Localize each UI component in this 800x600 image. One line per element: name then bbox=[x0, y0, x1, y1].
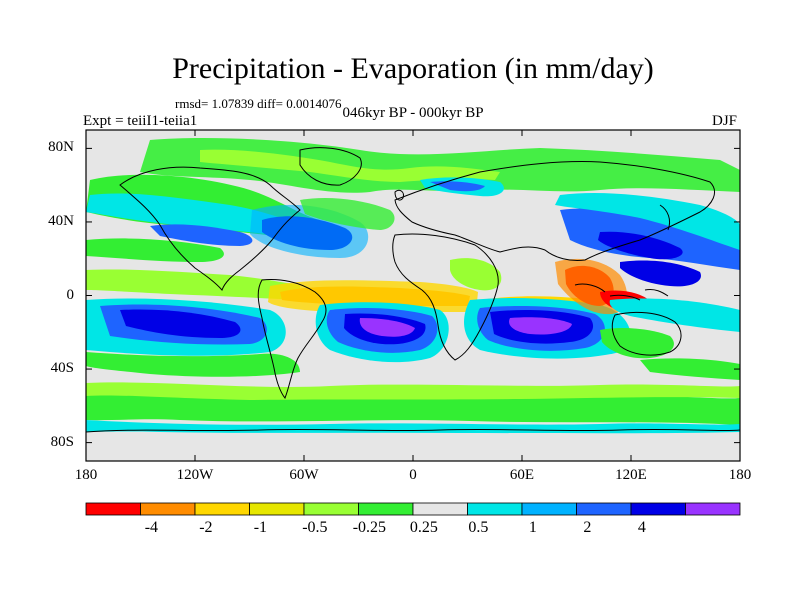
arctic-light-green bbox=[200, 149, 500, 182]
lon-tick-label: 0 bbox=[409, 467, 417, 483]
colorbar-label: 1 bbox=[528, 519, 537, 536]
stats-label: rmsd= 1.07839 diff= 0.0014076 bbox=[175, 96, 342, 111]
lon-tick-label: 120W bbox=[176, 467, 214, 483]
southern-ocean-band bbox=[86, 393, 740, 425]
lat-tick-label: 40S bbox=[50, 360, 74, 377]
colorbar-swatch bbox=[630, 502, 686, 516]
south-pacific-green bbox=[86, 352, 300, 377]
colorbar-swatch bbox=[194, 502, 250, 516]
season-label: DJF bbox=[712, 113, 738, 129]
colorbar-label: -4 bbox=[144, 519, 159, 536]
lon-tick-label: 180 bbox=[74, 467, 98, 483]
lat-tick-label: 0 bbox=[66, 286, 75, 303]
colorbar-swatch bbox=[467, 502, 523, 516]
australia-green bbox=[600, 328, 674, 359]
australia-coast bbox=[611, 311, 682, 356]
colorbar-label: 2 bbox=[583, 519, 592, 536]
west-pacific-cyan bbox=[609, 298, 740, 332]
colorbar-label: 0.5 bbox=[468, 519, 489, 536]
colorbar-label: 4 bbox=[637, 519, 646, 536]
axis-ticks bbox=[85, 130, 741, 461]
colorbar bbox=[85, 502, 741, 516]
asia-pacific-cyan bbox=[555, 193, 740, 250]
colorbar-swatch bbox=[412, 502, 468, 516]
colorbar-swatch bbox=[685, 502, 741, 516]
colorbar-swatch bbox=[358, 502, 414, 516]
lon-tick-label: 60E bbox=[509, 467, 535, 483]
tropical-atlantic-yellow bbox=[268, 280, 478, 312]
colorbar-label: -0.25 bbox=[352, 519, 387, 536]
north-pacific-blue bbox=[150, 224, 253, 246]
eurasia-coast bbox=[394, 161, 715, 261]
africa-coast bbox=[392, 233, 499, 361]
japan-coast bbox=[659, 204, 671, 231]
colorbar-label: -1 bbox=[253, 519, 268, 536]
lat-tick-label: 40N bbox=[48, 212, 74, 229]
uk-coast bbox=[394, 189, 404, 201]
greenland-coast bbox=[299, 147, 362, 186]
south-atlantic-violet bbox=[359, 318, 415, 337]
north-pacific-cyan bbox=[86, 193, 300, 236]
anomaly-field bbox=[86, 138, 740, 434]
colorbar-label: 0.25 bbox=[409, 519, 438, 536]
antarctica-coast bbox=[86, 428, 740, 433]
lon-tick-label: 120E bbox=[615, 467, 647, 483]
colorbar-swatch bbox=[303, 502, 359, 516]
north-atlantic-green bbox=[300, 198, 395, 230]
colorbar-swatch bbox=[249, 502, 305, 516]
west-pacific-blue bbox=[620, 260, 701, 287]
lat-tick-label: 80S bbox=[50, 433, 74, 450]
map-title: Precipitation - Evaporation (in mm/day) bbox=[172, 52, 654, 85]
indian-ocean-violet bbox=[509, 317, 572, 335]
period-label: 046kyr BP - 000kyr BP bbox=[342, 105, 484, 121]
colorbar-label: -0.5 bbox=[302, 519, 328, 536]
africa-green bbox=[450, 258, 502, 291]
arctic-green bbox=[140, 138, 740, 193]
subtropical-pacific-green bbox=[86, 238, 224, 262]
lat-tick-label: 80N bbox=[48, 139, 74, 156]
south-pacific-dark bbox=[120, 309, 241, 338]
experiment-label: Expt = teiiI1-teiia1 bbox=[83, 113, 198, 129]
coastlines bbox=[86, 147, 740, 433]
south-america-coast bbox=[257, 279, 327, 399]
tropical-east-pacific-green bbox=[86, 269, 300, 300]
colorbar-label: -2 bbox=[199, 519, 213, 536]
colorbar-swatch bbox=[576, 502, 632, 516]
asia-dark-blue bbox=[598, 231, 683, 260]
colorbar-swatch bbox=[521, 502, 577, 516]
indonesia-coast bbox=[574, 283, 669, 301]
colorbar-swatch bbox=[85, 502, 141, 516]
east-pacific-green bbox=[640, 358, 740, 380]
southern-ocean-band-light bbox=[86, 382, 740, 400]
eurasia-blue bbox=[430, 181, 485, 192]
lon-tick-label: 180 bbox=[728, 467, 752, 483]
lon-tick-label: 60W bbox=[289, 467, 319, 483]
north-america-coast bbox=[119, 166, 301, 291]
colorbar-swatch bbox=[140, 502, 196, 516]
